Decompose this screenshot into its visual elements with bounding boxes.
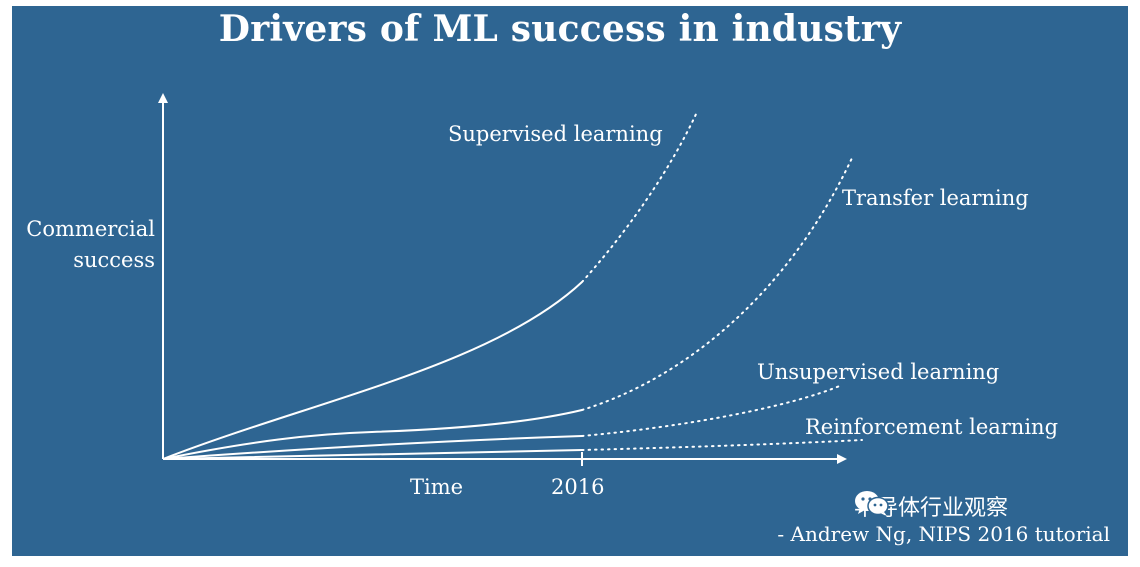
slide-title: Drivers of ML success in industry	[218, 8, 902, 50]
unsupervised-curve-solid	[162, 435, 583, 460]
transfer-curve-dotted	[581, 157, 853, 411]
wechat-icon	[855, 491, 889, 516]
supervised-label: Supervised learning	[448, 122, 663, 146]
y-axis-label-line2: success	[73, 248, 155, 272]
reinforcement-curve-solid	[162, 449, 583, 460]
x-tick-label: 2016	[551, 475, 605, 499]
watermark: 半导体行业观察	[854, 490, 1008, 522]
slide: Drivers of ML success in industry Commer…	[12, 6, 1128, 556]
transfer-curve-solid	[162, 409, 583, 460]
unsupervised-label: Unsupervised learning	[757, 360, 1000, 384]
supervised-curve-dotted	[581, 111, 698, 283]
diagram-canvas	[158, 93, 863, 466]
y-axis-label-line1: Commercial	[26, 217, 155, 241]
supervised-curve-solid	[162, 281, 583, 460]
credit: - Andrew Ng, NIPS 2016 tutorial	[777, 522, 1110, 546]
x-axis-label: Time	[410, 475, 464, 499]
transfer-label: Transfer learning	[842, 186, 1029, 210]
y-axis-label: Commercial success	[20, 214, 155, 276]
unsupervised-curve-dotted	[581, 384, 843, 437]
reinforcement-label: Reinforcement learning	[805, 415, 1059, 439]
reinforcement-curve-dotted	[581, 439, 863, 451]
